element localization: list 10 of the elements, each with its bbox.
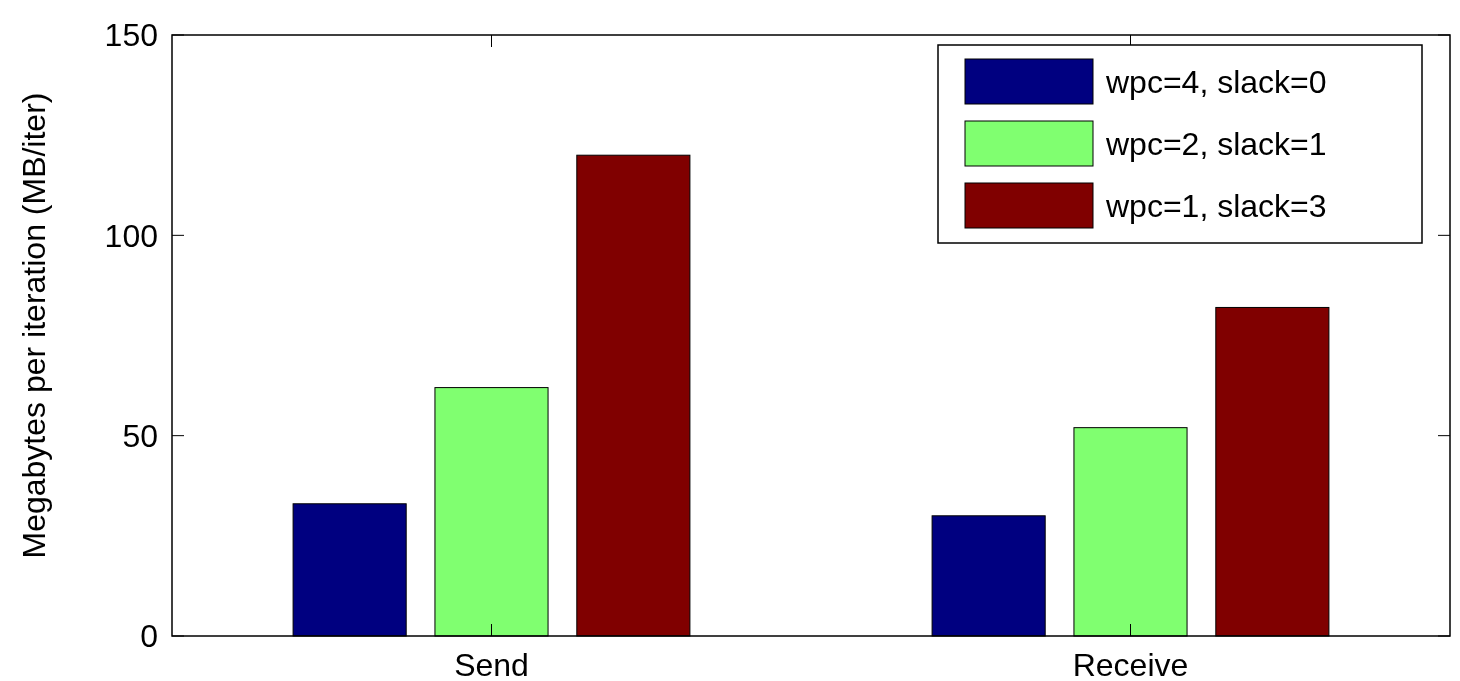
y-tick-label: 100: [104, 217, 158, 254]
y-tick-label: 150: [104, 17, 158, 54]
legend-label: wpc=1, slack=3: [1105, 188, 1327, 225]
legend-label: wpc=4, slack=0: [1105, 64, 1327, 101]
x-tick-label: Receive: [1072, 647, 1189, 681]
y-axis-title: Megabytes per iteration (MB/iter): [16, 92, 52, 559]
x-tick-label: Send: [454, 647, 529, 681]
y-tick-label: 50: [122, 417, 158, 454]
legend-label: wpc=2, slack=1: [1105, 126, 1327, 163]
y-tick-label: 0: [140, 618, 158, 655]
